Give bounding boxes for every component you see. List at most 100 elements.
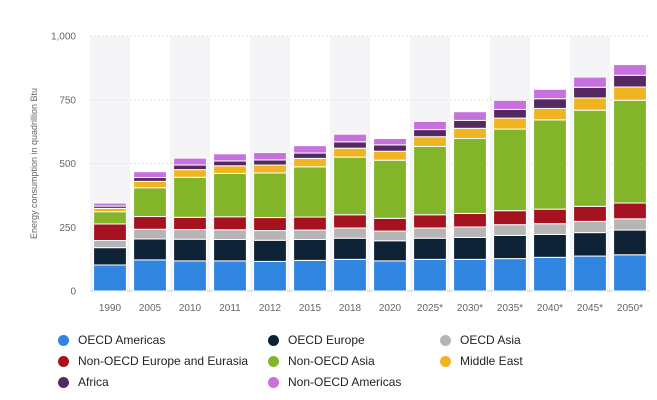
bar-segment[interactable] [333,141,367,149]
bar-segment[interactable] [613,64,647,76]
bar-segment[interactable] [253,230,287,241]
bar-segment[interactable] [533,208,567,225]
bar-segment[interactable] [373,230,407,242]
bar-segment[interactable] [213,238,247,262]
bar-segment[interactable] [253,172,287,219]
bar-segment[interactable] [533,223,567,235]
bar-segment[interactable] [93,247,127,266]
bar-segment[interactable] [493,210,527,226]
bar-segment[interactable] [213,216,247,231]
bar-segment[interactable] [333,147,367,158]
bar-segment[interactable] [573,109,607,207]
legend-item[interactable]: OECD Asia [440,330,521,350]
bar-segment[interactable] [133,238,167,261]
bar-segment[interactable] [93,211,127,225]
bar-segment[interactable] [533,119,567,210]
bar-segment[interactable] [453,236,487,260]
bar-segment[interactable] [333,227,367,239]
bar-segment[interactable] [253,152,287,161]
bar-segment[interactable] [173,157,207,166]
bar-segment[interactable] [453,127,487,140]
bar-segment[interactable] [253,164,287,174]
bar-segment[interactable] [93,240,127,249]
bar-segment[interactable] [213,153,247,162]
bar-segment[interactable] [133,177,167,182]
bar-segment[interactable] [613,74,647,88]
bar-segment[interactable] [93,264,127,292]
bar-segment[interactable] [613,86,647,101]
bar-segment[interactable] [213,260,247,292]
bar-segment[interactable] [253,159,287,166]
bar-segment[interactable] [453,138,487,214]
bar-segment[interactable] [413,136,447,147]
bar-segment[interactable] [333,237,367,260]
legend-item[interactable]: Non-OECD Americas [268,372,401,392]
bar-segment[interactable] [413,129,447,138]
bar-segment[interactable] [253,217,287,232]
bar-segment[interactable] [493,108,527,119]
bar-segment[interactable] [453,212,487,228]
bar-segment[interactable] [613,99,647,204]
bar-segment[interactable] [293,216,327,231]
bar-segment[interactable] [573,220,607,234]
legend-item[interactable]: Africa [58,372,109,392]
bar-segment[interactable] [413,237,447,260]
bar-segment[interactable] [453,258,487,292]
bar-segment[interactable] [533,107,567,121]
bar-segment[interactable] [373,138,407,146]
bar-segment[interactable] [373,144,407,152]
bar-segment[interactable] [213,165,247,174]
bar-segment[interactable] [173,229,207,240]
bar-segment[interactable] [133,171,167,179]
bar-segment[interactable] [493,117,527,130]
bar-segment[interactable] [173,216,207,231]
bar-segment[interactable] [493,224,527,236]
bar-segment[interactable] [173,169,207,178]
bar-segment[interactable] [293,229,327,240]
bar-segment[interactable] [173,238,207,262]
bar-segment[interactable] [373,217,407,232]
bar-segment[interactable] [493,258,527,292]
bar-segment[interactable] [133,187,167,218]
bar-segment[interactable] [213,229,247,240]
bar-segment[interactable] [373,240,407,262]
bar-segment[interactable] [413,227,447,239]
bar-segment[interactable] [373,150,407,161]
bar-segment[interactable] [173,176,207,218]
bar-segment[interactable] [333,156,367,216]
bar-segment[interactable] [293,157,327,168]
bar-segment[interactable] [333,133,367,143]
bar-segment[interactable] [133,216,167,230]
bar-segment[interactable] [493,234,527,260]
bar-segment[interactable] [613,229,647,256]
bar-segment[interactable] [573,205,607,222]
bar-segment[interactable] [133,228,167,240]
bar-segment[interactable] [253,239,287,262]
bar-segment[interactable] [333,214,367,229]
bar-segment[interactable] [533,256,567,292]
bar-segment[interactable] [573,76,607,88]
bar-segment[interactable] [413,145,447,216]
bar-segment[interactable] [573,86,607,99]
bar-segment[interactable] [373,159,407,219]
bar-segment[interactable] [133,259,167,292]
bar-segment[interactable] [613,202,647,220]
bar-segment[interactable] [573,255,607,292]
bar-segment[interactable] [253,260,287,292]
bar-segment[interactable] [413,214,447,229]
bar-segment[interactable] [413,258,447,292]
bar-segment[interactable] [453,226,487,238]
bar-segment[interactable] [453,119,487,129]
bar-segment[interactable] [373,260,407,292]
bar-segment[interactable] [293,152,327,159]
bar-segment[interactable] [493,99,527,110]
bar-segment[interactable] [333,258,367,292]
bar-segment[interactable] [293,166,327,218]
bar-segment[interactable] [573,232,607,257]
bar-segment[interactable] [93,223,127,242]
legend-item[interactable]: OECD Europe [268,330,365,350]
bar-segment[interactable] [413,120,447,131]
bar-segment[interactable] [533,88,567,100]
bar-segment[interactable] [533,233,567,258]
bar-segment[interactable] [173,260,207,292]
